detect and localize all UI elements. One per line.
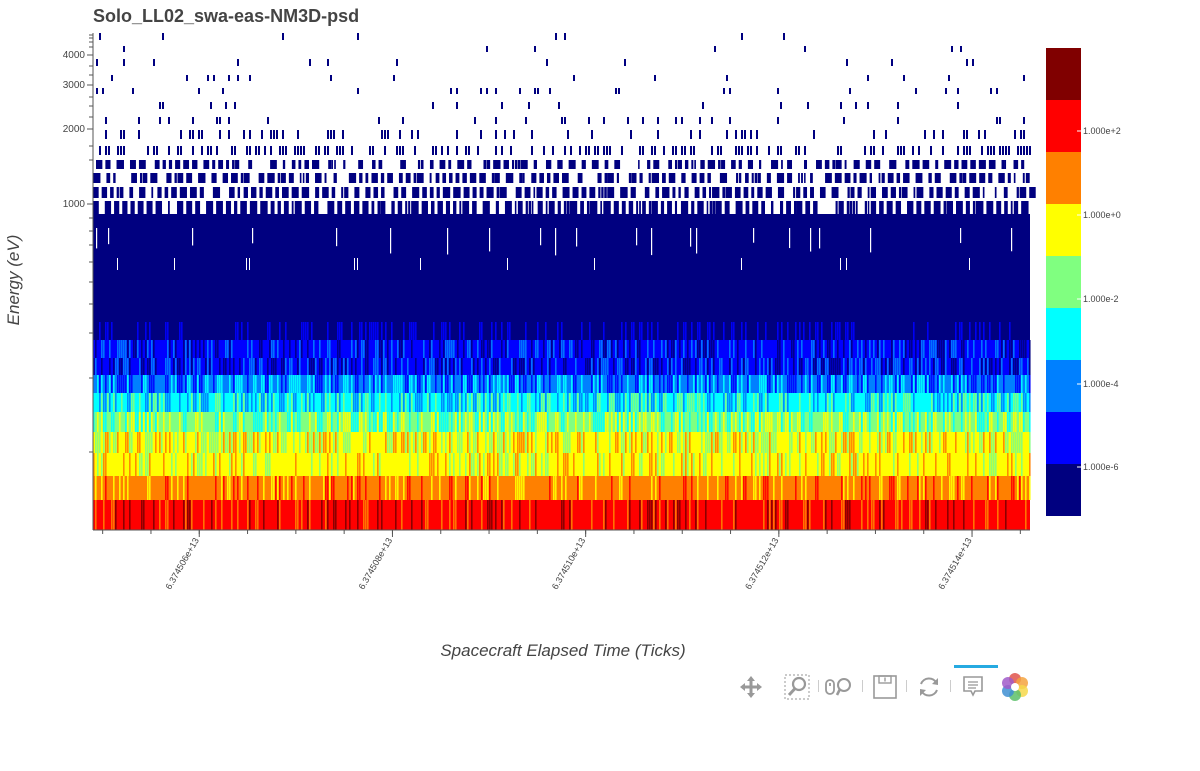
y-tick-label: 4000 — [63, 50, 86, 61]
colorbar-tick-label: 1.000e-6 — [1083, 462, 1119, 472]
save-icon — [873, 675, 897, 699]
y-tick-label: 2000 — [63, 124, 86, 135]
wheel-zoom-icon — [825, 678, 851, 696]
pan-icon — [740, 676, 762, 698]
plot-area[interactable]: 1000 2000 3000 4000 6.374506e+13 6.374508e+1… — [0, 0, 1200, 640]
colorbar-segment — [1046, 256, 1081, 308]
colorbar-segment — [1046, 152, 1081, 204]
colorbar-segment — [1046, 412, 1081, 464]
heatmap — [93, 33, 1036, 530]
colorbar-segment — [1046, 464, 1081, 516]
bokeh-logo-link[interactable] — [998, 668, 1032, 706]
colorbar-segment — [1046, 308, 1081, 360]
reset-icon — [920, 677, 938, 697]
pan-tool-button[interactable] — [734, 668, 768, 706]
colorbar-tick-label: 1.000e+2 — [1083, 126, 1121, 136]
colorbar: 1.000e-6 1.000e-4 1.000e-2 1.000e+0 1.000e+2 — [1046, 48, 1121, 516]
colorbar-segment — [1046, 48, 1081, 100]
colorbar-tick-label: 1.000e-4 — [1083, 379, 1119, 389]
box-zoom-icon — [784, 674, 810, 700]
hover-tool-button[interactable] — [954, 665, 998, 706]
y-tick-label: 1000 — [63, 199, 86, 210]
x-axis: 6.374506e+13 6.374508e+13 6.374510e+13 6.37… — [93, 529, 1030, 591]
reset-tool-button[interactable] — [912, 668, 946, 706]
x-tick-label: 6.374512e+13 — [743, 536, 781, 591]
bokeh-logo — [1002, 673, 1028, 701]
colorbar-segment — [1046, 100, 1081, 152]
colorbar-segment — [1046, 204, 1081, 256]
hover-icon — [963, 676, 983, 697]
toolbar — [730, 665, 1040, 708]
wheel-zoom-tool-button[interactable] — [822, 668, 856, 706]
save-tool-button[interactable] — [868, 668, 902, 706]
x-tick-label: 6.374514e+13 — [936, 536, 974, 591]
box-zoom-tool-button[interactable] — [780, 668, 814, 706]
colorbar-tick-label: 1.000e+0 — [1083, 210, 1121, 220]
colorbar-tick-label: 1.000e-2 — [1083, 294, 1119, 304]
chart-title: Solo_LL02_swa-eas-NM3D-psd — [93, 6, 360, 26]
y-axis: 1000 2000 3000 4000 — [63, 33, 94, 530]
y-tick-label: 3000 — [63, 80, 86, 91]
x-axis-label: Spacecraft Elapsed Time (Ticks) — [440, 641, 686, 660]
colorbar-segment — [1046, 360, 1081, 412]
x-tick-label: 6.374508e+13 — [357, 536, 395, 591]
x-tick-label: 6.374510e+13 — [550, 536, 588, 591]
x-tick-label: 6.374506e+13 — [163, 536, 201, 591]
